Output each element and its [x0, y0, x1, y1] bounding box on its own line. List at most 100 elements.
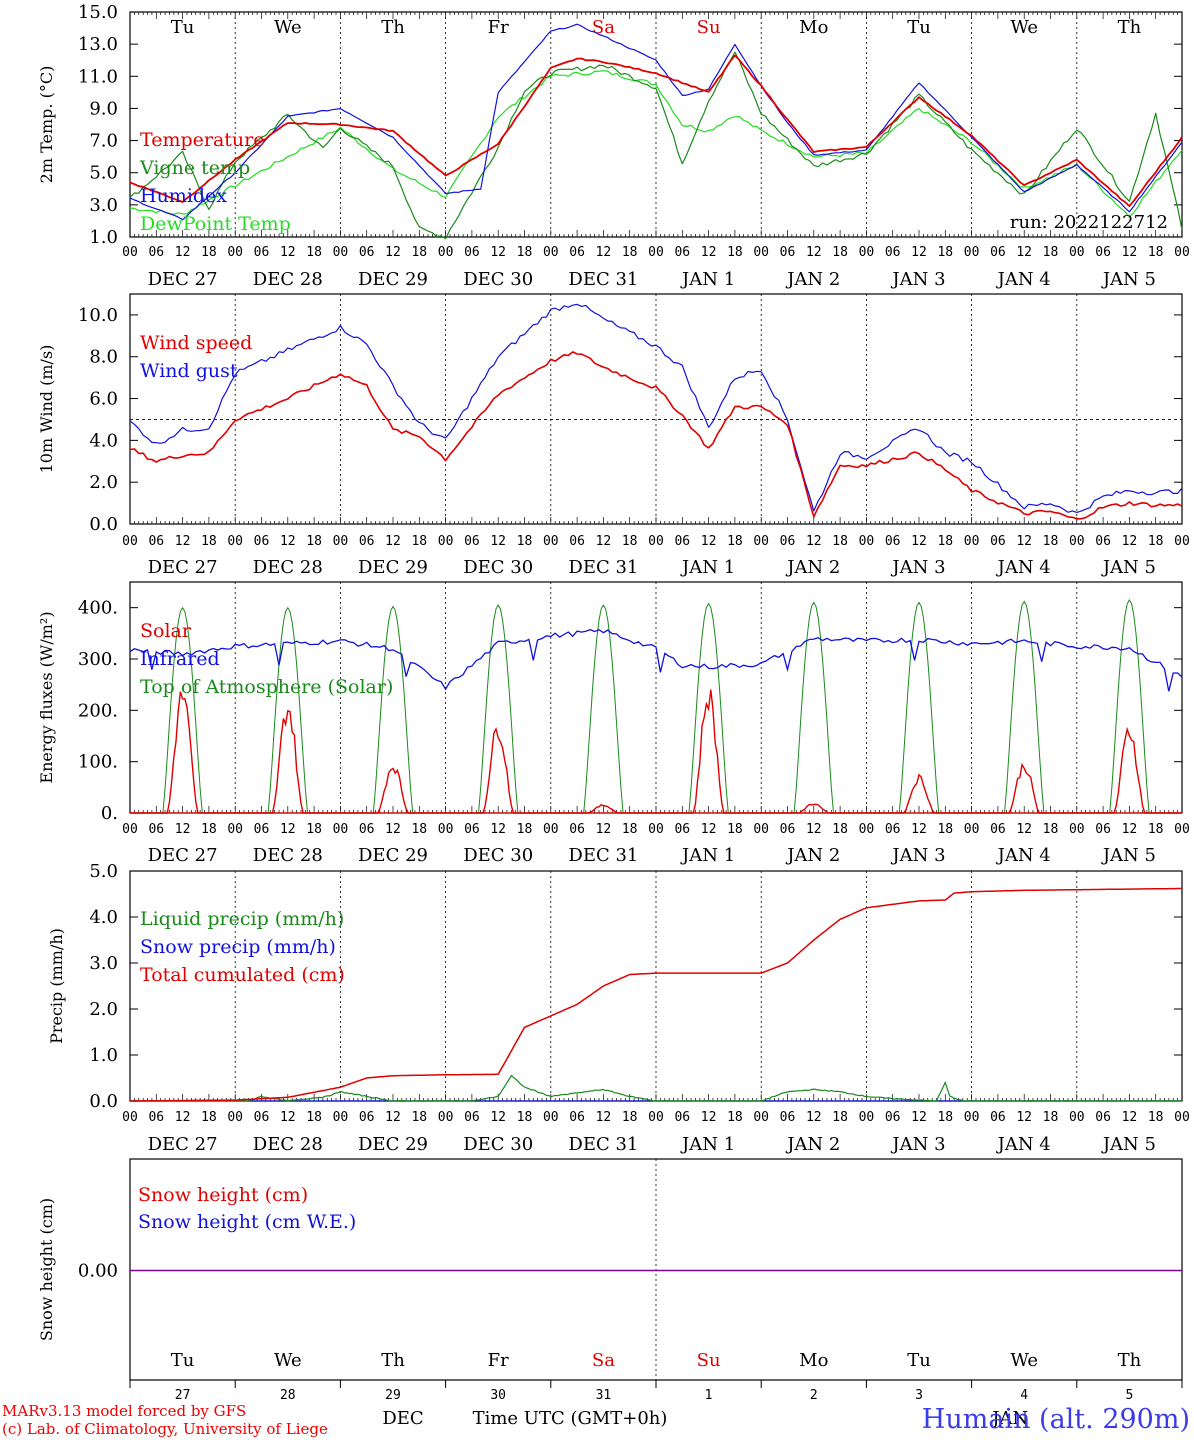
- hour-tick-label: 00: [1174, 1110, 1190, 1125]
- day-name-bottom: Th: [381, 1350, 405, 1371]
- hour-tick-label: 06: [569, 1110, 585, 1125]
- hour-tick-label: 00: [438, 534, 454, 549]
- hour-tick-label: 06: [990, 245, 1006, 260]
- legend-liquid-precip-mm-h: Liquid precip (mm/h): [140, 908, 344, 930]
- hour-tick-label: 00: [753, 534, 769, 549]
- hour-tick-label: 12: [806, 822, 822, 837]
- hour-tick-label: 00: [543, 1110, 559, 1125]
- legend-wind-speed: Wind speed: [140, 332, 252, 354]
- hour-tick-label: 00: [964, 822, 980, 837]
- hour-tick-label: 06: [1095, 534, 1111, 549]
- day-name-bottom: Mo: [799, 1350, 828, 1371]
- hour-tick-label: 00: [753, 822, 769, 837]
- hour-tick-label: 00: [438, 1110, 454, 1125]
- hour-tick-label: 06: [359, 534, 375, 549]
- hour-tick-label: 18: [622, 245, 638, 260]
- hour-tick-label: 00: [648, 534, 664, 549]
- date-label: JAN 3: [890, 269, 945, 290]
- date-label: DEC 31: [568, 269, 638, 290]
- series-top-of-atmosphere-solar: [130, 599, 1182, 814]
- day-name-bottom: Sa: [592, 1350, 615, 1371]
- hour-tick-label: 06: [359, 1110, 375, 1125]
- hour-tick-label: 00: [964, 245, 980, 260]
- y-tick-label: 0.0: [89, 1091, 118, 1112]
- time-axis-label: Time UTC (GMT+0h): [473, 1408, 668, 1429]
- hour-tick-label: 12: [806, 1110, 822, 1125]
- hour-tick-label: 12: [385, 245, 401, 260]
- hour-tick-label: 18: [622, 822, 638, 837]
- date-label: DEC 29: [358, 845, 428, 866]
- hour-tick-label: 00: [1069, 822, 1085, 837]
- hour-tick-label: 06: [148, 1110, 164, 1125]
- hour-tick-label: 06: [148, 822, 164, 837]
- hour-tick-label: 12: [596, 245, 612, 260]
- legend-total-cumulated-cm: Total cumulated (cm): [140, 964, 345, 986]
- date-label: DEC 27: [148, 269, 218, 290]
- y-tick-label: 8.0: [89, 347, 118, 368]
- hour-tick-label: 12: [1016, 245, 1032, 260]
- hour-tick-label: 18: [411, 534, 427, 549]
- run-annotation: run: 2022122712: [1010, 212, 1168, 233]
- date-label: JAN 4: [996, 1134, 1051, 1155]
- hour-tick-label: 18: [1043, 245, 1059, 260]
- date-label: JAN 3: [890, 1134, 945, 1155]
- y-tick-label: 3.0: [89, 953, 118, 974]
- legend-top-of-atmosphere-solar: Top of Atmosphere (Solar): [140, 676, 393, 698]
- y-tick-label: 1.0: [89, 1045, 118, 1066]
- hour-tick-label: 00: [438, 245, 454, 260]
- hour-tick-label: 12: [911, 534, 927, 549]
- hour-tick-label: 00: [122, 534, 138, 549]
- date-label: JAN 2: [785, 269, 840, 290]
- panel-2: 00 06 12 18 DEC 27 00 06 12 18 DEC 28 00 06 12 18 DEC …: [37, 293, 1190, 578]
- hour-tick-label: 00: [122, 245, 138, 260]
- date-label: JAN 1: [680, 1134, 735, 1155]
- hour-tick-label: 06: [990, 1110, 1006, 1125]
- date-label: DEC 31: [568, 557, 638, 578]
- y-tick-label: 2.0: [89, 472, 118, 493]
- hour-tick-label: 12: [701, 1110, 717, 1125]
- hour-tick-label: 00: [1174, 245, 1190, 260]
- day-name-bottom: Su: [697, 1350, 721, 1371]
- day-name-bottom: Fr: [488, 1350, 509, 1371]
- date-label: DEC 28: [253, 845, 323, 866]
- hour-tick-label: 12: [701, 534, 717, 549]
- hour-tick-label: 06: [885, 1110, 901, 1125]
- month-label-dec: DEC: [382, 1408, 423, 1429]
- legend-vigne-temp: Vigne temp: [139, 157, 250, 179]
- hour-tick-label: 00: [227, 245, 243, 260]
- hour-tick-label: 00: [859, 822, 875, 837]
- hour-tick-label: 18: [517, 245, 533, 260]
- day-number: 2: [810, 1388, 818, 1403]
- legend-temperature: Temperature: [140, 129, 264, 151]
- y-tick-label: 2.0: [89, 999, 118, 1020]
- y-tick-label: 11.0: [78, 66, 118, 87]
- hour-tick-label: 12: [806, 245, 822, 260]
- hour-tick-label: 06: [254, 1110, 270, 1125]
- date-label: DEC 27: [148, 845, 218, 866]
- hour-tick-label: 06: [674, 1110, 690, 1125]
- date-label: DEC 30: [463, 845, 533, 866]
- hour-tick-label: 12: [1016, 1110, 1032, 1125]
- y-axis-label: 10m Wind (m/s): [37, 345, 56, 474]
- y-axis-label: Energy fluxes (W/m²): [37, 611, 56, 783]
- hour-tick-label: 00: [1069, 534, 1085, 549]
- y-tick-label: 200.: [78, 700, 118, 721]
- hour-tick-label: 18: [937, 1110, 953, 1125]
- day-name: Tu: [907, 17, 931, 38]
- day-name: Th: [381, 17, 405, 38]
- hour-tick-label: 12: [280, 822, 296, 837]
- hour-tick-label: 12: [280, 245, 296, 260]
- day-name-bottom: Th: [1118, 1350, 1142, 1371]
- hour-tick-label: 18: [201, 534, 217, 549]
- y-tick-label: 400.: [78, 598, 118, 619]
- legend-humidex: Humidex: [140, 185, 227, 207]
- date-label: JAN 1: [680, 845, 735, 866]
- date-label: JAN 4: [996, 845, 1051, 866]
- hour-tick-label: 12: [911, 1110, 927, 1125]
- hour-tick-label: 06: [569, 245, 585, 260]
- hour-tick-label: 00: [543, 822, 559, 837]
- hour-tick-label: 12: [385, 534, 401, 549]
- hour-tick-label: 18: [622, 534, 638, 549]
- date-label: DEC 28: [253, 269, 323, 290]
